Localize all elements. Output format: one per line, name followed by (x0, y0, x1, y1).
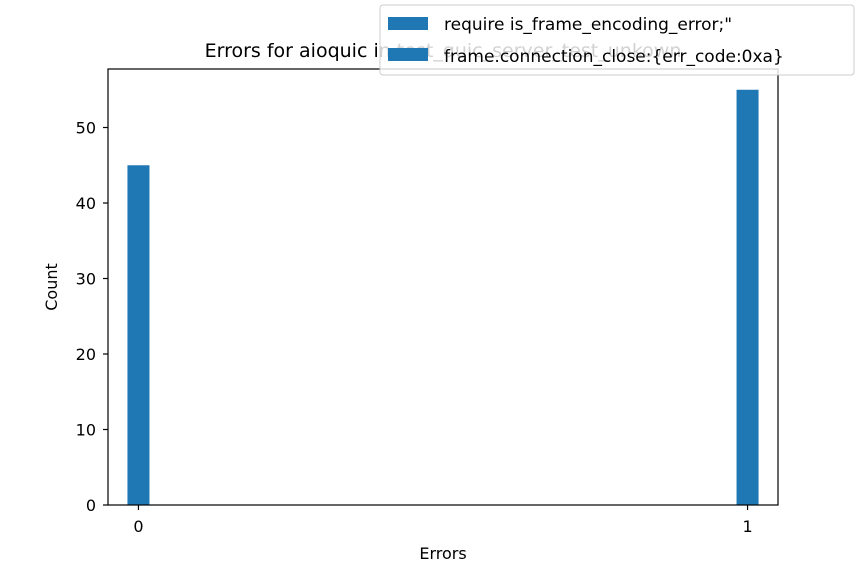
legend-label: frame.connection_close:{err_code:0xa} (444, 47, 784, 67)
y-tick-label: 10 (76, 421, 96, 440)
legend: require is_frame_encoding_error;" frame.… (379, 4, 855, 76)
legend-box (379, 4, 855, 76)
x-tick-label: 0 (133, 517, 143, 536)
legend-label: require is_frame_encoding_error;" (444, 15, 732, 35)
y-tick-label: 40 (76, 194, 96, 213)
y-tick-label: 20 (76, 345, 96, 364)
bar-0-0 (127, 165, 150, 505)
y-tick-label: 0 (86, 496, 96, 515)
legend-swatch (388, 17, 428, 30)
bars-layer (127, 89, 759, 505)
y-tick-label: 30 (76, 270, 96, 289)
y-axis-label: Count (42, 263, 61, 311)
x-tick-label: 1 (742, 517, 752, 536)
x-axis-label: Errors (419, 544, 466, 563)
y-axis-ticks: 0 10 20 30 40 50 (76, 119, 108, 515)
legend-swatch (388, 48, 428, 61)
y-tick-label: 50 (76, 119, 96, 138)
plot-frame (107, 68, 779, 506)
bar-1-0 (736, 89, 759, 505)
